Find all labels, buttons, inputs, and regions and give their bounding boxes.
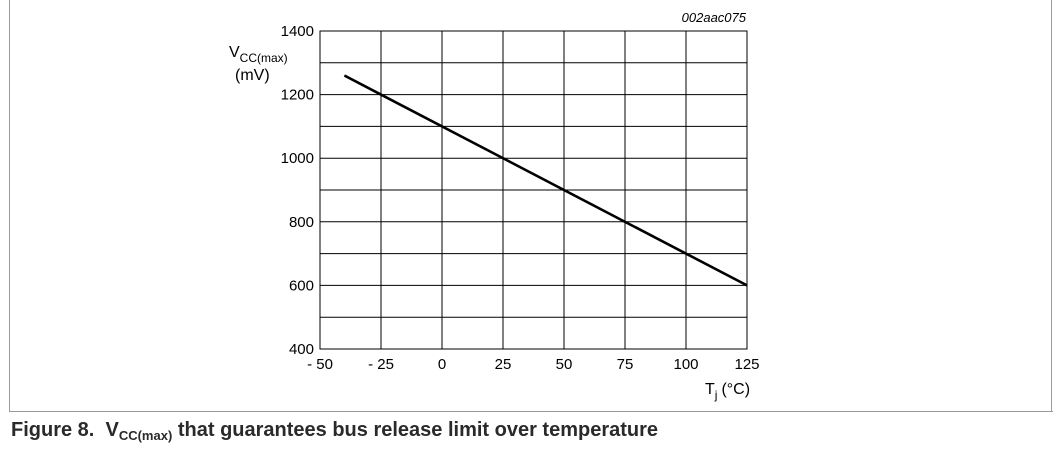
chart-reference-code: 002aac075 xyxy=(682,10,747,25)
caption-symbol: V xyxy=(105,419,119,441)
y-tick-label: 400 xyxy=(289,341,314,358)
grid xyxy=(320,31,747,349)
x-axis-label-main: T xyxy=(705,381,715,398)
series-layer xyxy=(343,74,748,287)
x-tick-label: 25 xyxy=(495,356,512,373)
tick-labels: - 50 - 25 0 25 50 75 100 125 400 600 800 1000 1200 14… xyxy=(281,23,760,373)
x-tick-label: 100 xyxy=(673,356,698,373)
x-tick-label: 75 xyxy=(617,356,634,373)
y-tick-label: 600 xyxy=(289,277,314,294)
y-tick-label: 1000 xyxy=(281,150,314,167)
y-tick-label: 1400 xyxy=(281,23,314,40)
y-axis-label-main: V xyxy=(229,44,240,61)
plot-frame xyxy=(319,30,748,350)
x-tick-label: 50 xyxy=(556,356,573,373)
x-axis-label: Tj (°C) xyxy=(705,381,750,402)
caption-subscript: CC(max) xyxy=(118,428,173,443)
x-axis-label-unit: (°C) xyxy=(721,381,750,398)
figure-frame xyxy=(9,0,1052,412)
caption-rule xyxy=(9,411,1053,412)
figure-number: Figure 8. xyxy=(11,419,95,441)
figure-caption: Figure 8. VCC(max) that guarantees bus r… xyxy=(11,419,658,443)
x-tick-label: - 25 xyxy=(368,356,394,373)
y-tick-label: 1200 xyxy=(281,87,314,104)
x-tick-label: 0 xyxy=(438,356,446,373)
x-tick-label: 125 xyxy=(734,356,759,373)
y-axis-label-sub: CC(max) xyxy=(240,51,288,65)
y-tick-label: 800 xyxy=(289,214,314,231)
y-axis-unit: (mV) xyxy=(235,67,270,84)
y-axis-label: VCC(max) xyxy=(229,44,288,65)
x-tick-label: - 50 xyxy=(307,356,333,373)
chart: - 50 - 25 0 25 50 75 100 125 400 600 800 1000 1200 14… xyxy=(229,10,760,402)
series-line xyxy=(343,74,748,287)
x-axis-label-sub: j xyxy=(714,388,718,402)
caption-text: that guarantees bus release limit over t… xyxy=(172,419,659,441)
